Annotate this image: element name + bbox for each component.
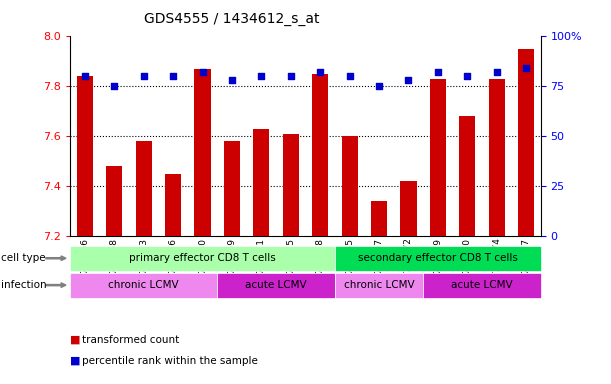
Point bbox=[463, 73, 472, 79]
Bar bbox=[194, 69, 211, 236]
Point bbox=[492, 70, 502, 76]
Bar bbox=[106, 166, 122, 236]
Bar bbox=[400, 181, 417, 236]
Point bbox=[315, 70, 325, 76]
Text: ■: ■ bbox=[70, 335, 81, 345]
Point bbox=[109, 83, 119, 89]
Bar bbox=[224, 141, 240, 236]
Point bbox=[168, 73, 178, 79]
Bar bbox=[312, 74, 328, 236]
Text: percentile rank within the sample: percentile rank within the sample bbox=[82, 356, 258, 366]
Text: acute LCMV: acute LCMV bbox=[451, 280, 513, 290]
Bar bbox=[430, 79, 446, 236]
Point bbox=[521, 65, 531, 71]
Bar bbox=[77, 76, 93, 236]
Bar bbox=[423, 273, 541, 298]
Text: GDS4555 / 1434612_s_at: GDS4555 / 1434612_s_at bbox=[144, 12, 320, 25]
Text: chronic LCMV: chronic LCMV bbox=[344, 280, 414, 290]
Text: transformed count: transformed count bbox=[82, 335, 180, 345]
Bar bbox=[342, 136, 357, 236]
Bar bbox=[165, 174, 181, 236]
Text: secondary effector CD8 T cells: secondary effector CD8 T cells bbox=[358, 253, 518, 263]
Point bbox=[374, 83, 384, 89]
Bar bbox=[335, 246, 541, 271]
Point bbox=[257, 73, 266, 79]
Bar bbox=[459, 116, 475, 236]
Point bbox=[345, 73, 354, 79]
Text: cell type: cell type bbox=[1, 253, 45, 263]
Bar bbox=[371, 201, 387, 236]
Text: acute LCMV: acute LCMV bbox=[245, 280, 307, 290]
Point bbox=[403, 77, 413, 83]
Point bbox=[227, 77, 237, 83]
Point bbox=[286, 73, 296, 79]
Bar bbox=[489, 79, 505, 236]
Bar bbox=[335, 273, 423, 298]
Point bbox=[433, 70, 443, 76]
Text: infection: infection bbox=[1, 280, 46, 290]
Point bbox=[198, 70, 208, 76]
Bar bbox=[70, 246, 335, 271]
Bar bbox=[254, 129, 269, 236]
Text: primary effector CD8 T cells: primary effector CD8 T cells bbox=[129, 253, 276, 263]
Bar bbox=[283, 134, 299, 236]
Bar bbox=[518, 49, 534, 236]
Bar bbox=[136, 141, 152, 236]
Bar bbox=[218, 273, 335, 298]
Text: ■: ■ bbox=[70, 356, 81, 366]
Text: chronic LCMV: chronic LCMV bbox=[109, 280, 179, 290]
Point bbox=[139, 73, 148, 79]
Point bbox=[80, 73, 90, 79]
Bar bbox=[70, 273, 218, 298]
